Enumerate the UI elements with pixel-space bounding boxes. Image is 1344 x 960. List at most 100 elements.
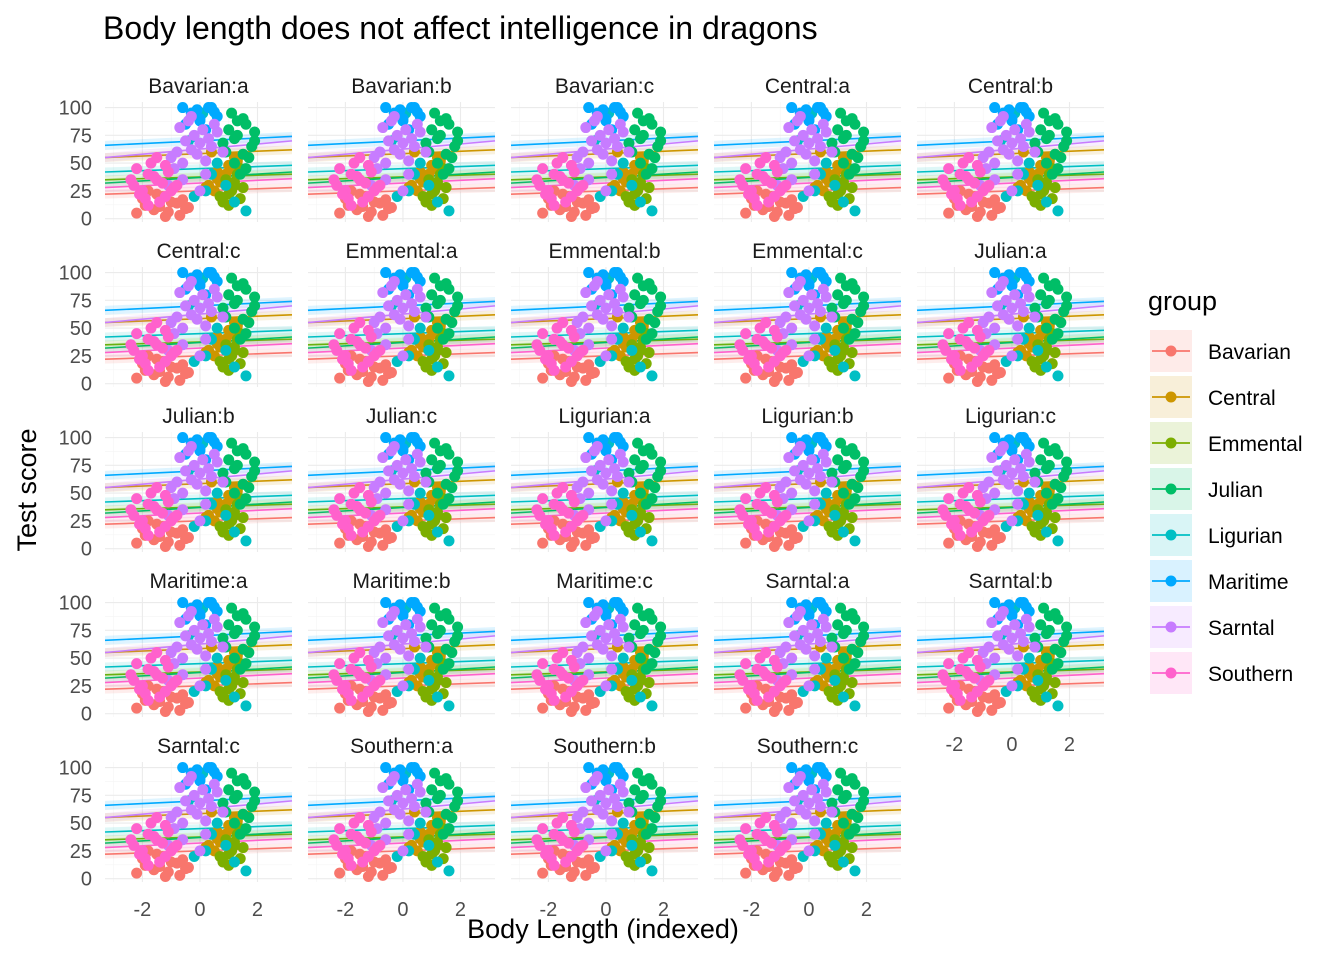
y-tick-label: 0	[81, 704, 92, 726]
data-point-maritime	[611, 597, 623, 609]
legend-label: Julian	[1208, 479, 1263, 502]
data-point-sarntal	[394, 148, 406, 160]
data-point-sarntal	[591, 770, 603, 782]
facet-strip-label: Emmental:b	[548, 240, 660, 263]
data-point-southern	[577, 674, 589, 686]
data-point-southern	[131, 658, 143, 670]
data-point-julian	[1061, 291, 1073, 303]
data-point-bavarian	[583, 524, 595, 536]
data-point-southern	[134, 683, 146, 695]
data-point-sarntal	[783, 452, 795, 464]
facet-panel: Emmental:c	[713, 240, 902, 387]
facet-strip-label: Maritime:a	[149, 570, 247, 593]
data-point-sarntal	[194, 515, 206, 527]
data-point-sarntal	[786, 157, 798, 169]
data-point-southern	[560, 691, 572, 703]
data-point-southern	[557, 317, 569, 329]
data-point-sarntal	[606, 155, 618, 167]
data-point-julian	[249, 291, 261, 303]
data-point-sarntal	[200, 333, 212, 345]
data-point-sarntal	[391, 459, 403, 471]
data-point-southern	[768, 324, 780, 336]
data-point-sarntal	[200, 663, 212, 675]
data-point-southern	[554, 335, 566, 347]
data-point-ligurian	[228, 526, 240, 538]
data-point-julian	[440, 148, 452, 160]
data-point-sarntal	[374, 476, 386, 488]
data-point-southern	[943, 658, 955, 670]
data-point-maritime	[1017, 267, 1029, 279]
data-point-julian	[237, 313, 249, 325]
data-point-julian	[643, 313, 655, 325]
data-point-sarntal	[614, 283, 626, 295]
data-point-julian	[443, 328, 455, 340]
data-point-sarntal	[1029, 476, 1041, 488]
data-point-southern	[751, 364, 763, 376]
data-point-southern	[743, 353, 755, 365]
data-point-emmental	[228, 176, 240, 188]
data-point-maritime	[786, 102, 798, 114]
data-point-ligurian	[617, 157, 629, 169]
data-point-sarntal	[800, 643, 812, 655]
data-point-julian	[449, 800, 461, 812]
data-point-sarntal	[806, 454, 818, 466]
data-point-bavarian	[159, 210, 171, 222]
data-point-southern	[540, 848, 552, 860]
data-point-southern	[171, 839, 183, 851]
data-point-maritime	[380, 102, 392, 114]
data-point-julian	[634, 628, 646, 640]
data-point-bavarian	[789, 533, 801, 545]
data-point-julian	[1040, 157, 1052, 169]
data-point-southern	[983, 344, 995, 356]
data-point-sarntal	[817, 283, 829, 295]
data-point-southern	[374, 344, 386, 356]
data-point-sarntal	[383, 300, 395, 312]
data-point-southern	[540, 188, 552, 200]
data-point-maritime	[380, 432, 392, 444]
facet-panels: Bavarian:a 0 25 50 75 100 Bavarian:b Bavarian:c…	[59, 75, 1105, 921]
data-point-southern	[757, 500, 769, 512]
data-point-sarntal	[780, 311, 792, 323]
data-point-emmental	[620, 850, 632, 862]
data-point-sarntal	[614, 448, 626, 460]
facet-strip-label: Emmental:c	[752, 240, 863, 263]
facet-panel: Ligurian:a	[510, 405, 699, 552]
data-point-julian	[452, 456, 464, 468]
data-point-emmental	[431, 341, 443, 353]
data-point-julian	[826, 467, 838, 479]
data-point-julian	[228, 793, 240, 805]
data-point-sarntal	[388, 275, 400, 287]
data-point-ligurian	[220, 179, 232, 191]
data-point-julian	[1061, 126, 1073, 138]
data-point-southern	[768, 489, 780, 501]
facet-strip-label: Central:c	[156, 240, 240, 263]
data-point-julian	[826, 137, 838, 149]
facet-panel: Southern:b-2 0 2	[510, 735, 699, 921]
data-point-emmental	[634, 341, 646, 353]
data-point-ligurian	[1040, 196, 1052, 208]
data-point-julian	[837, 652, 849, 664]
data-point-ligurian	[228, 361, 240, 373]
data-point-sarntal	[397, 845, 409, 857]
data-point-sarntal	[403, 828, 415, 840]
data-point-bavarian	[740, 207, 752, 219]
y-tick-label: 75	[70, 290, 92, 312]
data-point-emmental	[440, 347, 452, 359]
data-point-sarntal	[606, 650, 618, 662]
data-point-sarntal	[597, 478, 609, 490]
facet-strip-label: Ligurian:c	[965, 405, 1056, 428]
data-point-bavarian	[383, 368, 395, 380]
data-point-sarntal	[989, 652, 1001, 664]
facet-strip-label: Bavarian:b	[351, 75, 451, 98]
data-point-emmental	[417, 850, 429, 862]
data-point-southern	[766, 672, 778, 684]
data-point-sarntal	[1029, 311, 1041, 323]
data-point-bavarian	[971, 375, 983, 387]
y-axis-title: Test score	[12, 428, 42, 551]
legend-item-central: Central	[1150, 376, 1276, 418]
data-point-southern	[531, 504, 543, 516]
data-point-southern	[960, 335, 972, 347]
data-point-julian	[426, 289, 438, 301]
data-point-sarntal	[606, 815, 618, 827]
data-point-sarntal	[809, 663, 821, 675]
